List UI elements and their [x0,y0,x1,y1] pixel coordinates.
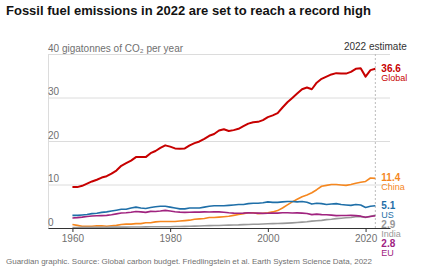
x-tick: 2020 [355,228,378,244]
series-name-label: EU [381,248,394,258]
x-axis: 1960 1980 2000 2020 [49,228,391,244]
annotation-label: 2022 estimate [344,41,407,52]
x-tick-label: 1980 [160,233,183,244]
x-tick: 1960 [62,228,85,244]
y-tick-label: 0 [48,217,54,228]
y-axis: 0 10 20 30 40 gigatonnes of CO₂ per year [48,43,390,229]
annotation-line [375,54,376,228]
y-tick-label: 20 [48,130,60,141]
series-line [72,210,375,218]
source: Guardian graphic. Source: Global carbon … [6,257,373,266]
tick-mark [72,228,73,232]
grid-line [48,141,390,142]
x-tick: 1980 [160,228,183,244]
grid-line [48,228,390,229]
chart-container: Fossil fuel emissions in 2022 are set to… [0,0,445,267]
y-tick-label: 30 [48,86,60,97]
series-name-label: Global [381,73,407,83]
series-name-label: China [381,182,405,192]
x-tick-label: 2020 [355,233,378,244]
chart-svg: Fossil fuel emissions in 2022 are set to… [0,0,445,267]
y-tick-label: 10 [48,173,60,184]
series-line [72,215,375,227]
tick-mark [268,228,269,232]
x-tick: 2000 [257,228,280,244]
y-tick: 40 gigatonnes of CO₂ per year [48,43,390,55]
grid-line [48,98,390,99]
grid-line [48,54,390,55]
end-labels: 36.6Global11.4China5.1US2.9India2.8EU [381,63,407,258]
x-tick-label: 2000 [257,233,280,244]
x-tick-label: 1960 [62,233,85,244]
title: Fossil fuel emissions in 2022 are set to… [6,3,371,18]
tick-mark [170,228,171,232]
lines [72,68,375,227]
tick-mark [366,228,367,232]
x-axis-line [49,228,391,229]
y-tick: 30 [48,86,390,98]
y-tick-label: 40 gigatonnes of CO₂ per year [48,43,184,54]
series-line [72,68,375,187]
